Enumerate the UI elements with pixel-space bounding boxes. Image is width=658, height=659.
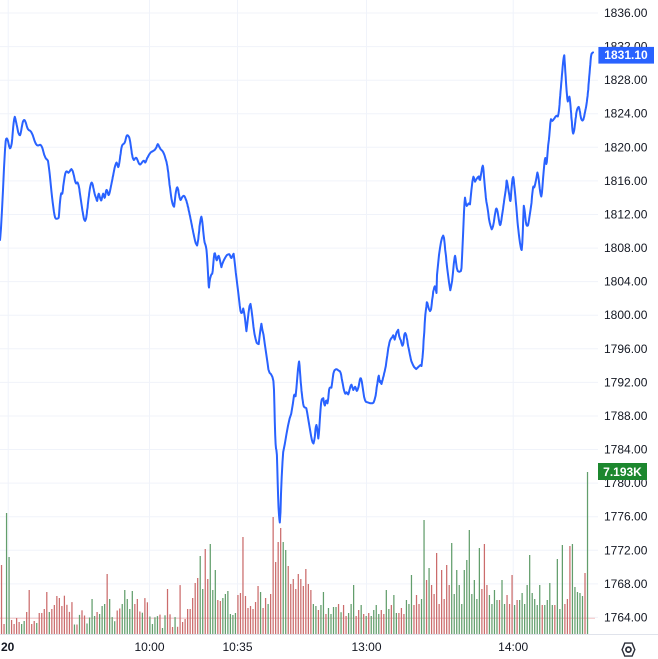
svg-text:1776.00: 1776.00 <box>604 510 648 524</box>
svg-text:1768.00: 1768.00 <box>604 577 648 591</box>
svg-text:7.193K: 7.193K <box>603 465 642 479</box>
svg-text:1796.00: 1796.00 <box>604 342 648 356</box>
svg-text:13:00: 13:00 <box>351 640 381 654</box>
svg-text:1828.00: 1828.00 <box>604 73 648 87</box>
svg-text:1808.00: 1808.00 <box>604 241 648 255</box>
svg-text:1824.00: 1824.00 <box>604 107 648 121</box>
svg-text:1764.00: 1764.00 <box>604 610 648 624</box>
svg-text:10:35: 10:35 <box>222 640 252 654</box>
svg-text:1804.00: 1804.00 <box>604 275 648 289</box>
svg-text:1831.10: 1831.10 <box>604 48 648 62</box>
svg-text:1788.00: 1788.00 <box>604 409 648 423</box>
svg-text:1836.00: 1836.00 <box>604 6 648 20</box>
svg-text:20: 20 <box>1 640 15 654</box>
svg-text:14:00: 14:00 <box>498 640 528 654</box>
svg-text:1792.00: 1792.00 <box>604 375 648 389</box>
svg-text:1820.00: 1820.00 <box>604 140 648 154</box>
svg-text:1812.00: 1812.00 <box>604 208 648 222</box>
svg-text:1816.00: 1816.00 <box>604 174 648 188</box>
svg-text:1800.00: 1800.00 <box>604 308 648 322</box>
svg-text:1784.00: 1784.00 <box>604 443 648 457</box>
svg-text:1772.00: 1772.00 <box>604 543 648 557</box>
svg-text:10:00: 10:00 <box>134 640 164 654</box>
